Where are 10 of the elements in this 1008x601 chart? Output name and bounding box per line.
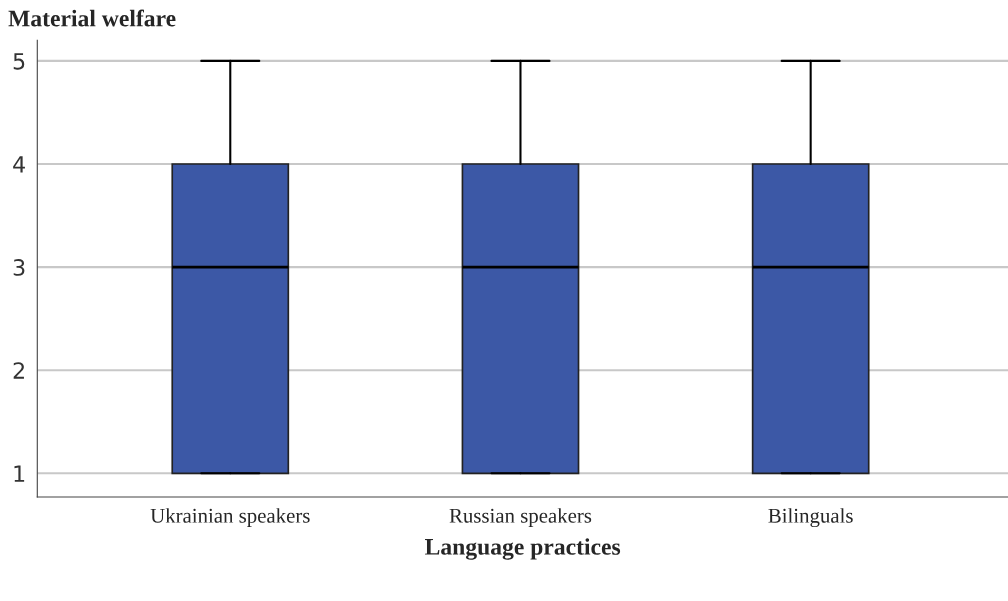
y-axis-title: Material welfare [8,9,176,27]
y-tick-label: 1 [14,465,25,482]
x-axis-title: Language practices [425,538,621,560]
x-tick-label: Russian speakers [449,508,592,528]
y-tick-label: 2 [13,362,24,379]
x-tick-label: Ukrainian speakers [150,508,310,528]
y-tick-label: 3 [13,259,25,276]
y-tick-label: 4 [13,156,25,173]
y-tick-label: 5 [13,53,25,70]
x-tick-label: Bilinguals [768,508,853,528]
